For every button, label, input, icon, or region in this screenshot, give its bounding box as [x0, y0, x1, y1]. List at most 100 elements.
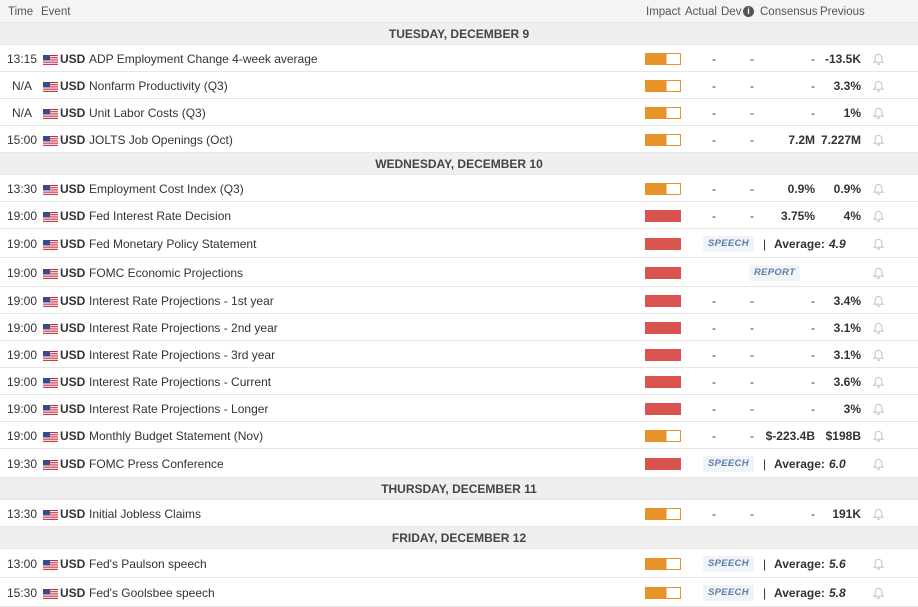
event-row: 15:30 USD Fed's Goolsbee speech SPEECH | Aver… [0, 578, 918, 607]
impact-bar [645, 133, 681, 146]
event-tag: SPEECH [703, 235, 754, 252]
flag-icon [43, 81, 58, 92]
dev: - [750, 506, 754, 521]
event-row: N/A USD Unit Labor Costs (Q3) - - - 1% [0, 99, 918, 126]
event-time: 13:00 [6, 556, 38, 571]
event-row: 19:00 USD Interest Rate Projections - 1st … [0, 287, 918, 314]
impact-bar [645, 237, 681, 250]
previous: 3.4% [833, 293, 861, 308]
alert-bell[interactable] [872, 322, 885, 335]
consensus: $-223.4B [765, 428, 815, 443]
impact-bar [645, 402, 681, 415]
event-row: N/A USD Nonfarm Productivity (Q3) - - - 3.3% [0, 72, 918, 99]
currency: USD [60, 105, 86, 120]
impact-bar [645, 79, 681, 92]
day-label: WEDNESDAY, DECEMBER 10 [375, 157, 543, 171]
event-time: 19:00 [6, 374, 38, 389]
actual: - [712, 293, 716, 308]
separator: | [763, 556, 767, 571]
flag-icon [43, 588, 58, 599]
event-row: 19:00 USD Interest Rate Projections - Long… [0, 395, 918, 422]
event-time: 19:00 [6, 208, 38, 223]
event-name: Interest Rate Projections - 2nd year [89, 320, 278, 335]
alert-bell[interactable] [872, 430, 885, 443]
event-row: 15:00 USD JOLTS Job Openings (Oct) - - 7.2M 7.… [0, 126, 918, 153]
consensus: - [811, 78, 815, 93]
event-name: Fed Interest Rate Decision [89, 208, 232, 223]
event-time: 13:30 [6, 506, 38, 521]
header-event: Event [41, 5, 71, 18]
impact-bar [645, 348, 681, 361]
alert-bell[interactable] [872, 238, 885, 251]
alert-bell[interactable] [872, 107, 885, 120]
actual: - [712, 78, 716, 93]
header-previous: Previous [820, 5, 865, 18]
alert-bell[interactable] [872, 183, 885, 196]
impact-bar [645, 209, 681, 222]
info-icon: i [743, 6, 754, 17]
event-name: Fed's Goolsbee speech [89, 585, 215, 600]
average-value: 5.6 [829, 556, 846, 571]
alert-bell[interactable] [872, 267, 885, 280]
header-dev: Dev [721, 5, 742, 18]
alert-bell[interactable] [872, 458, 885, 471]
currency: USD [60, 132, 86, 147]
actual: - [712, 51, 716, 66]
flag-icon [43, 431, 58, 442]
alert-bell[interactable] [872, 210, 885, 223]
currency: USD [60, 347, 86, 362]
event-time: 13:15 [6, 51, 38, 66]
header-row: Time Event Impact Actual Dev Consensus Previou… [0, 0, 918, 23]
alert-bell[interactable] [872, 403, 885, 416]
alert-bell[interactable] [872, 558, 885, 571]
currency: USD [60, 556, 86, 571]
alert-bell[interactable] [872, 53, 885, 66]
flag-icon [43, 54, 58, 65]
dev: - [750, 374, 754, 389]
average-value: 6.0 [829, 456, 846, 471]
flag-icon [43, 184, 58, 195]
event-row: 13:00 USD Fed's Paulson speech SPEECH | Avera… [0, 549, 918, 578]
flag-icon [43, 296, 58, 307]
currency: USD [60, 78, 86, 93]
actual: - [712, 132, 716, 147]
alert-bell[interactable] [872, 587, 885, 600]
previous: 3.3% [833, 78, 861, 93]
dev: - [750, 320, 754, 335]
currency: USD [60, 401, 86, 416]
event-time: 15:30 [6, 585, 38, 600]
previous: 3.1% [833, 320, 861, 335]
header-time: Time [8, 5, 34, 18]
event-name: Interest Rate Projections - Current [89, 374, 272, 389]
impact-bar [645, 321, 681, 334]
event-tag: REPORT [749, 264, 801, 281]
alert-bell[interactable] [872, 134, 885, 147]
dev: - [750, 78, 754, 93]
alert-bell[interactable] [872, 295, 885, 308]
impact-bar [645, 182, 681, 195]
previous: 0.9% [833, 181, 861, 196]
currency: USD [60, 320, 86, 335]
previous: 4% [843, 208, 861, 223]
currency: USD [60, 51, 86, 66]
alert-bell[interactable] [872, 349, 885, 362]
alert-bell[interactable] [872, 508, 885, 521]
average-label: Average: [774, 456, 825, 471]
event-row: 19:30 USD FOMC Press Conference SPEECH | Aver… [0, 449, 918, 478]
dev: - [750, 208, 754, 223]
alert-bell[interactable] [872, 376, 885, 389]
actual: - [712, 105, 716, 120]
flag-icon [43, 268, 58, 279]
dev: - [750, 51, 754, 66]
day-label: TUESDAY, DECEMBER 9 [388, 27, 530, 41]
consensus: - [811, 374, 815, 389]
previous: 7.227M [820, 132, 861, 147]
impact-bar [645, 457, 681, 470]
event-name: Fed Monetary Policy Statement [89, 236, 257, 251]
event-time: 13:30 [6, 181, 38, 196]
actual: - [712, 506, 716, 521]
alert-bell[interactable] [872, 80, 885, 93]
day-label: THURSDAY, DECEMBER 11 [381, 482, 537, 496]
event-row: 19:00 USD Fed Monetary Policy Statement SPE… [0, 229, 918, 258]
